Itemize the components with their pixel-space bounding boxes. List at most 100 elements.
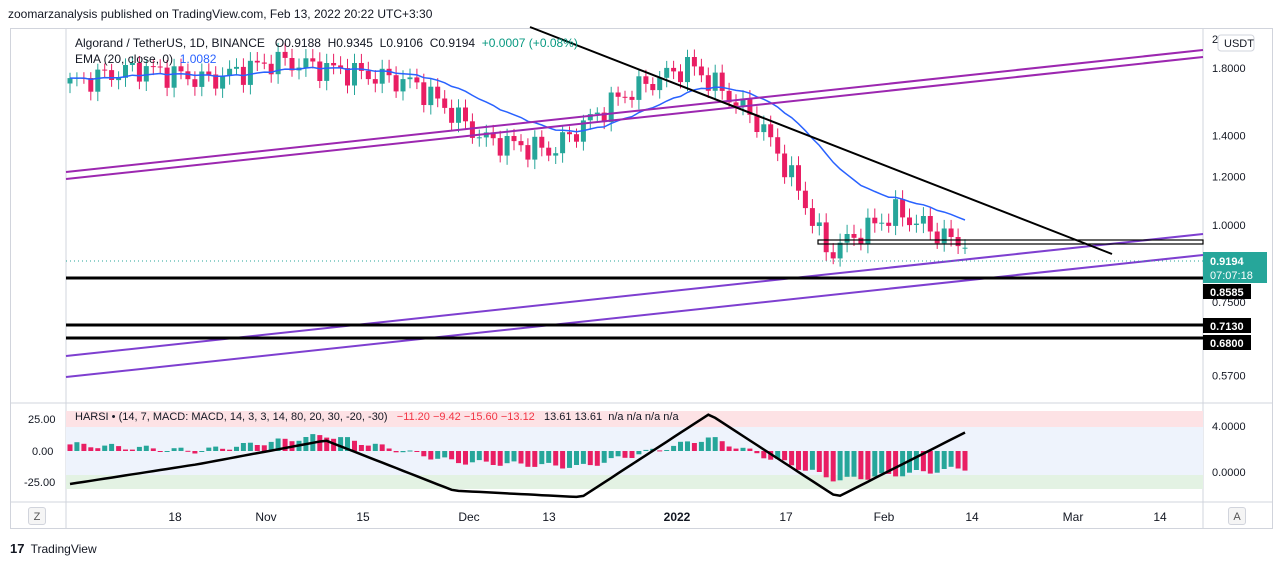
harsi-bar <box>171 448 177 451</box>
resistance-box-1.0[interactable] <box>817 239 1204 245</box>
candle-body <box>844 234 850 243</box>
harsi-values-red: −11.20 −9.42 −15.60 −13.12 <box>396 411 535 423</box>
harsi-bar <box>802 451 808 471</box>
current-price-value: 0.9194 <box>1210 256 1245 268</box>
candle-body <box>698 66 704 76</box>
harsi-bar <box>421 451 427 457</box>
candle-body <box>95 69 101 92</box>
candle-body <box>823 222 829 253</box>
harsi-bar <box>837 451 843 481</box>
candle-body <box>705 75 711 91</box>
channel-upper-line-1[interactable] <box>65 49 1204 173</box>
currency-badge[interactable] <box>1217 34 1255 52</box>
harsi-bar <box>962 451 968 471</box>
harsi-bar <box>636 451 642 455</box>
harsi-bar <box>372 443 378 451</box>
candle-body <box>490 132 496 139</box>
level-tag-1 <box>1203 318 1251 333</box>
candle-body <box>629 96 635 100</box>
harsi-bar <box>685 441 690 451</box>
harsi-bar <box>698 441 704 451</box>
candle-body <box>407 77 413 80</box>
candle-body <box>102 69 108 71</box>
harsi-bar <box>671 445 677 451</box>
candle-body <box>685 57 690 83</box>
harsi-bar <box>678 441 683 451</box>
candle-body <box>872 217 878 224</box>
harsi-bar <box>317 435 323 451</box>
candle-body <box>754 114 760 132</box>
auto-scale-button[interactable]: A <box>1228 507 1246 525</box>
harsi-bar <box>941 451 947 469</box>
candle-body <box>657 77 663 91</box>
candle-body <box>456 107 461 123</box>
candle-body <box>789 165 795 178</box>
candle-body <box>303 58 309 68</box>
harsi-bar <box>414 451 420 452</box>
harsi-bar <box>657 450 663 452</box>
candle-body <box>858 237 864 245</box>
candle-body <box>428 86 434 106</box>
candle-body <box>740 98 746 106</box>
harsi-bar <box>483 451 489 462</box>
candle-body <box>650 84 656 91</box>
ema-20-line <box>70 66 966 221</box>
channel-upper-line-2[interactable] <box>65 56 1204 180</box>
ema-legend: EMA (20, close, 0) 1.0082 <box>75 52 216 66</box>
candle-body <box>761 124 767 133</box>
harsi-bar <box>476 451 482 461</box>
channel-lower-line-1[interactable] <box>65 233 1204 357</box>
osc-right-tick-0: 4.0000 <box>1212 421 1246 433</box>
candle-body <box>913 223 919 225</box>
candle-body <box>268 63 274 75</box>
channel-lower-line-2[interactable] <box>65 254 1204 378</box>
osc-left-tick-0: 25.00 <box>28 414 56 426</box>
candle-body <box>546 147 552 156</box>
harsi-bar <box>324 437 330 451</box>
candle-body <box>809 208 815 226</box>
candle-body <box>920 216 926 224</box>
harsi-bar <box>352 440 357 451</box>
harsi-bar <box>809 451 815 470</box>
harsi-bar <box>254 445 260 451</box>
downtrend-line[interactable] <box>529 26 1113 255</box>
candle-body <box>587 114 593 121</box>
candle-body <box>317 61 323 81</box>
harsi-bar <box>469 451 475 463</box>
harsi-bar <box>601 451 607 463</box>
candle-body <box>247 60 253 85</box>
candle-body <box>560 132 566 154</box>
harsi-bar <box>143 445 149 451</box>
candle-body <box>615 92 621 97</box>
candle-body <box>324 63 330 81</box>
candle-body <box>199 71 205 87</box>
candle-body <box>955 237 961 247</box>
candle-body <box>726 90 732 103</box>
harsi-bar <box>955 451 961 469</box>
candle-body <box>594 112 600 115</box>
candle-body <box>830 252 836 259</box>
candle-body <box>567 132 572 135</box>
close-value: C0.9194 <box>429 36 476 50</box>
candle-body <box>941 228 947 244</box>
harsi-bar <box>920 451 926 472</box>
harsi-oversold-band <box>66 475 1203 489</box>
time-label-4: 13 <box>542 510 556 524</box>
candle-body <box>934 231 940 244</box>
price-tick-5: 0.5700 <box>1212 371 1246 383</box>
harsi-bar <box>733 448 739 451</box>
harsi-bar <box>261 445 267 451</box>
harsi-bar <box>129 449 135 451</box>
candle-body <box>802 190 808 209</box>
log-scale-button[interactable]: Z <box>28 507 46 525</box>
candle-body <box>608 92 614 123</box>
candle-body <box>372 79 378 84</box>
publish-header: zoomarzanalysis published on TradingView… <box>8 7 433 21</box>
harsi-bar <box>754 451 760 454</box>
candle-body <box>129 62 135 65</box>
candle-body <box>67 78 73 84</box>
harsi-bar <box>511 451 517 462</box>
candle-body <box>123 65 128 78</box>
candle-body <box>796 165 801 191</box>
